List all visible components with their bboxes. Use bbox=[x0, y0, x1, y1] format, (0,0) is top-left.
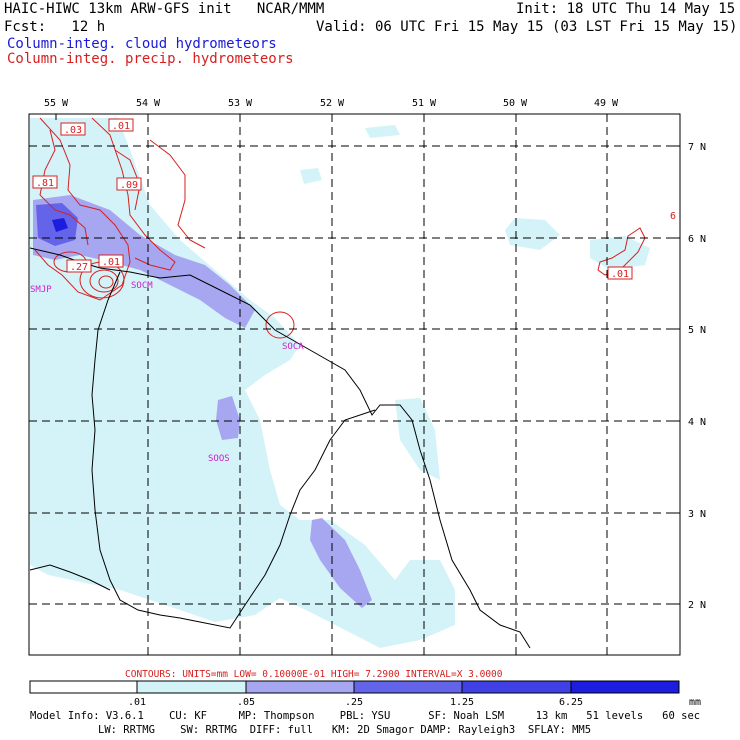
contour-info: CONTOURS: UNITS=mm LOW= 0.10000E-01 HIGH… bbox=[125, 669, 503, 680]
precip-contour bbox=[39, 129, 89, 246]
contour-label-box bbox=[66, 259, 92, 273]
model-title: HAIC-HIWC 13km ARW-GFS init NCAR/MMM bbox=[4, 1, 325, 17]
lon-label: 50 W bbox=[503, 98, 528, 109]
precip-contour bbox=[149, 139, 206, 249]
cloud-mid-region bbox=[33, 195, 255, 328]
cloud-light-region bbox=[300, 168, 322, 184]
precip-contour bbox=[89, 269, 119, 293]
lat-label: 6 N bbox=[688, 234, 706, 245]
border-path bbox=[91, 271, 376, 629]
map-frame bbox=[28, 113, 681, 656]
coastline-path bbox=[29, 247, 531, 649]
lon-label: 52 W bbox=[320, 98, 345, 109]
cloud-light-region bbox=[365, 125, 400, 138]
cloud-mid-region bbox=[216, 396, 240, 440]
precip-contour bbox=[91, 117, 176, 271]
colorbar-level: 6.25 bbox=[559, 697, 583, 708]
colorbar-units: mm bbox=[689, 697, 701, 708]
contour-label-box bbox=[607, 266, 633, 280]
cloud-light-region bbox=[30, 118, 455, 648]
init-time: Init: 18 UTC Thu 14 May 15 bbox=[516, 1, 736, 17]
contour-label-box bbox=[108, 118, 134, 132]
precip-contour bbox=[98, 275, 114, 289]
colorbar-segment bbox=[29, 680, 138, 694]
lat-label: 4 N bbox=[688, 417, 706, 428]
contour-label-boxes bbox=[32, 118, 633, 280]
colorbar-segment bbox=[245, 680, 355, 694]
lon-label: 49 W bbox=[594, 98, 619, 109]
coastline bbox=[29, 247, 531, 649]
contour-label: .01 bbox=[611, 269, 629, 280]
cloud-light-region bbox=[505, 218, 560, 250]
colorbar-level: .05 bbox=[237, 697, 255, 708]
colorbar-level: .25 bbox=[345, 697, 363, 708]
cloud-shading bbox=[30, 118, 650, 648]
lat-label: 2 N bbox=[688, 600, 706, 611]
precip-contour bbox=[114, 149, 141, 211]
contour-label: .27 bbox=[70, 262, 88, 273]
lat-lon-grid bbox=[29, 114, 680, 655]
lon-label: 51 W bbox=[412, 98, 437, 109]
lon-label: 54 W bbox=[136, 98, 161, 109]
forecast-hour: Fcst: 12 h bbox=[4, 19, 106, 35]
legend-precip: Column-integ. precip. hydrometeors bbox=[7, 51, 294, 67]
contour-label-box bbox=[98, 254, 124, 268]
colorbar bbox=[29, 680, 680, 694]
lon-label: 53 W bbox=[228, 98, 253, 109]
colorbar-segment bbox=[353, 680, 463, 694]
contour-label: .09 bbox=[120, 180, 138, 191]
station-label-socm: SOCM bbox=[131, 281, 153, 291]
border-path bbox=[29, 564, 111, 591]
frame-ticks bbox=[55, 114, 680, 605]
model-info-line1: Model Info: V3.6.1 CU: KF MP: Thompson P… bbox=[30, 710, 701, 722]
colorbar-level: 1.25 bbox=[450, 697, 474, 708]
contour-label-box bbox=[116, 177, 142, 191]
contour-label: .81 bbox=[36, 178, 54, 189]
precip-contour bbox=[34, 117, 131, 301]
station-label-soca: SOCA bbox=[282, 342, 304, 352]
contour-label-box bbox=[60, 122, 86, 136]
precip-contour bbox=[265, 311, 295, 339]
valid-time: Valid: 06 UTC Fri 15 May 15 (03 LST Fri … bbox=[316, 19, 738, 35]
model-info-line2: LW: RRTMG SW: RRTMG DIFF: full KM: 2D Sm… bbox=[98, 724, 592, 736]
cloud-mid-region bbox=[310, 518, 372, 608]
cloud-darkest-region bbox=[52, 218, 68, 232]
station-label-soos: SOOS bbox=[208, 454, 230, 464]
contour-label: .03 bbox=[64, 125, 82, 136]
lat-label: 3 N bbox=[688, 509, 706, 520]
lat-label: 7 N bbox=[688, 142, 706, 153]
colorbar-level: .01 bbox=[128, 697, 146, 708]
colorbar-segment bbox=[136, 680, 247, 694]
contour-label: 6 bbox=[670, 211, 676, 222]
colorbar-segment bbox=[461, 680, 572, 694]
contour-label: .01 bbox=[102, 257, 120, 268]
contour-label: .01 bbox=[112, 121, 130, 132]
colorbar-segment bbox=[570, 680, 680, 694]
cloud-light-region bbox=[30, 270, 95, 335]
lat-label: 5 N bbox=[688, 325, 706, 336]
station-label-smjp: SMJP bbox=[30, 285, 52, 295]
contour-label-box bbox=[32, 175, 58, 189]
lon-label: 55 W bbox=[44, 98, 69, 109]
legend-cloud: Column-integ. cloud hydrometeors bbox=[7, 36, 277, 52]
